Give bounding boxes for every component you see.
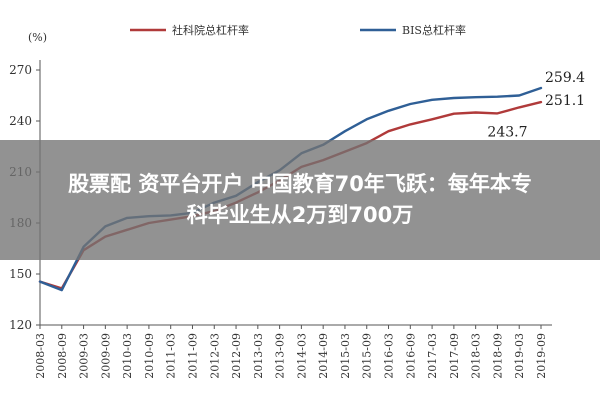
annotations: 259.4 251.1 243.7 — [487, 70, 585, 141]
legend-label-1: BIS总杠杆率 — [402, 23, 466, 37]
headline-overlay-banner[interactable]: 股票配 资平台开户 中国教育70年飞跃：每年本专 科毕业生从2万到700万 — [0, 140, 600, 260]
x-tick-label: 2019-09 — [535, 333, 548, 379]
x-tick-label: 2016-03 — [383, 333, 396, 379]
x-tick-label: 2012-09 — [230, 333, 243, 379]
y-unit-label: (%) — [28, 31, 47, 44]
x-tick-label: 2018-03 — [470, 333, 483, 379]
x-tick-label: 2009-09 — [99, 333, 112, 379]
x-tick-label: 2018-09 — [491, 333, 504, 379]
x-tick-label: 2013-09 — [274, 333, 287, 379]
x-tick-label: 2017-03 — [426, 333, 439, 379]
y-tick-label: 120 — [9, 318, 32, 332]
x-tick-label: 2012-03 — [208, 333, 221, 379]
x-tick-label: 2011-03 — [165, 333, 178, 379]
x-tick-label: 2008-03 — [34, 333, 47, 379]
axes: 1201501802102402702008-032008-092009-032… — [9, 60, 552, 379]
data-label-2: 243.7 — [487, 125, 527, 141]
x-tick-label: 2014-03 — [295, 333, 308, 379]
data-label-1: 251.1 — [545, 93, 585, 109]
data-label-0: 259.4 — [545, 70, 585, 86]
x-tick-label: 2017-09 — [448, 333, 461, 379]
x-tick-label: 2011-09 — [186, 333, 199, 379]
x-tick-label: 2013-03 — [252, 333, 265, 379]
legend: 社科院总杠杆率 BIS总杠杆率 — [130, 23, 466, 37]
x-tick-label: 2008-09 — [56, 333, 69, 379]
legend-label-0: 社科院总杠杆率 — [172, 23, 249, 37]
x-tick-label: 2019-03 — [513, 333, 526, 379]
x-tick-label: 2014-09 — [317, 333, 330, 379]
x-tick-label: 2009-03 — [78, 333, 91, 379]
headline-line-2: 科毕业生从2万到700万 — [186, 203, 414, 227]
x-tick-label: 2015-09 — [361, 333, 374, 379]
y-tick-label: 240 — [9, 114, 32, 128]
headline-line-1: 股票配 资平台开户 中国教育70年飞跃：每年本专 — [68, 172, 532, 196]
y-tick-label: 270 — [9, 63, 32, 77]
x-tick-label: 2010-03 — [121, 333, 134, 379]
x-tick-label: 2010-09 — [143, 333, 156, 379]
x-tick-label: 2015-03 — [339, 333, 352, 379]
x-tick-label: 2016-09 — [404, 333, 417, 379]
y-tick-label: 150 — [9, 267, 32, 281]
